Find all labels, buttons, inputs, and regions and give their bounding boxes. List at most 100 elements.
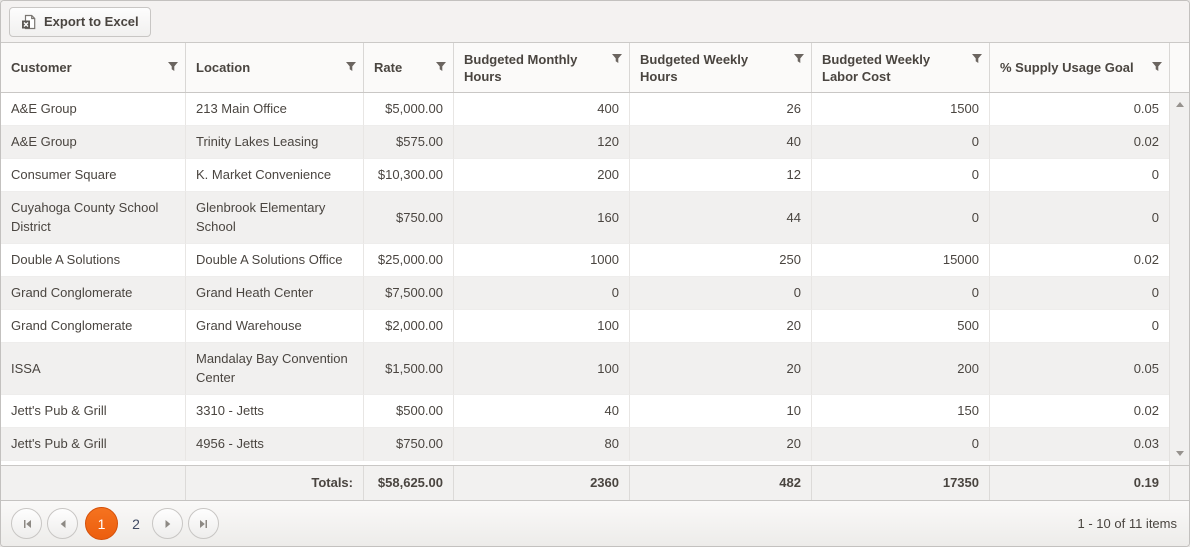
cell-monthly_hours: 0 bbox=[453, 277, 629, 310]
pager-page-2[interactable]: 2 bbox=[132, 515, 140, 532]
cell-supply_goal: 0 bbox=[989, 310, 1169, 343]
totals-supply-goal: 0.19 bbox=[989, 466, 1169, 500]
table-row[interactable]: Consumer Square K. Market Convenience $10,… bbox=[1, 159, 1169, 192]
table-row[interactable]: A&E Group Trinity Lakes Leasing $575.00 120… bbox=[1, 126, 1169, 159]
header-scrollbar-gutter bbox=[1169, 43, 1189, 92]
cell-supply_goal: 0.05 bbox=[989, 93, 1169, 126]
cell-customer: Grand Conglomerate bbox=[1, 277, 185, 310]
cell-weekly_hours: 26 bbox=[629, 93, 811, 126]
pager-page-1[interactable]: 1 bbox=[85, 507, 118, 540]
export-to-excel-button[interactable]: Export to Excel bbox=[9, 6, 151, 37]
grid-toolbar: Export to Excel bbox=[1, 1, 1189, 43]
table-row[interactable]: A&E Group 213 Main Office $5,000.00 400 26 15… bbox=[1, 93, 1169, 126]
cell-weekly_hours: 44 bbox=[629, 192, 811, 244]
data-table: A&E Group 213 Main Office $5,000.00 400 26 15… bbox=[1, 93, 1169, 461]
footer-scrollbar-gutter bbox=[1169, 466, 1189, 500]
column-title: Budgeted Weekly Labor Cost bbox=[822, 51, 931, 84]
cell-customer: Jett's Pub & Grill bbox=[1, 395, 185, 428]
cell-labor_cost: 0 bbox=[811, 192, 989, 244]
cell-rate: $750.00 bbox=[363, 428, 453, 461]
table-row[interactable]: Grand Conglomerate Grand Heath Center $7,5… bbox=[1, 277, 1169, 310]
totals-monthly-hours: 2360 bbox=[453, 466, 629, 500]
cell-rate: $25,000.00 bbox=[363, 244, 453, 277]
cell-customer: Double A Solutions bbox=[1, 244, 185, 277]
cell-labor_cost: 1500 bbox=[811, 93, 989, 126]
column-header-location[interactable]: Location bbox=[185, 43, 363, 92]
column-header-budgeted-weekly-hours[interactable]: Budgeted Weekly Hours bbox=[629, 43, 811, 92]
column-title: Customer bbox=[11, 60, 72, 75]
cell-customer: A&E Group bbox=[1, 126, 185, 159]
cell-location: K. Market Convenience bbox=[185, 159, 363, 192]
cell-weekly_hours: 250 bbox=[629, 244, 811, 277]
pager-next-button[interactable] bbox=[152, 508, 183, 539]
cell-rate: $1,500.00 bbox=[363, 343, 453, 395]
table-row[interactable]: Cuyahoga County School District Glenbrook… bbox=[1, 192, 1169, 244]
excel-file-icon bbox=[21, 14, 37, 30]
table-row[interactable]: Grand Conglomerate Grand Warehouse $2,000.… bbox=[1, 310, 1169, 343]
column-header-supply-usage-goal[interactable]: % Supply Usage Goal bbox=[989, 43, 1169, 92]
cell-weekly_hours: 20 bbox=[629, 343, 811, 395]
previous-page-icon bbox=[57, 518, 69, 530]
cell-labor_cost: 0 bbox=[811, 277, 989, 310]
first-page-icon bbox=[21, 518, 33, 530]
cell-monthly_hours: 1000 bbox=[453, 244, 629, 277]
pager: 1 2 1 - 10 of 11 items bbox=[1, 500, 1189, 546]
cell-supply_goal: 0.05 bbox=[989, 343, 1169, 395]
filter-icon[interactable] bbox=[971, 53, 983, 65]
cell-supply_goal: 0.02 bbox=[989, 126, 1169, 159]
column-title: Budgeted Weekly Hours bbox=[640, 51, 749, 84]
pager-first-button[interactable] bbox=[11, 508, 42, 539]
table-row[interactable]: ISSA Mandalay Bay Convention Center $1,500… bbox=[1, 343, 1169, 395]
filter-icon[interactable] bbox=[345, 61, 357, 73]
cell-weekly_hours: 20 bbox=[629, 310, 811, 343]
totals-labor-cost: 17350 bbox=[811, 466, 989, 500]
cell-location: Trinity Lakes Leasing bbox=[185, 126, 363, 159]
filter-icon[interactable] bbox=[611, 53, 623, 65]
totals-row: Totals: $58,625.00 2360 482 17350 0.19 bbox=[1, 465, 1189, 500]
scroll-down-icon[interactable] bbox=[1176, 451, 1184, 456]
table-row[interactable]: Jett's Pub & Grill 4956 - Jetts $750.00 80 2… bbox=[1, 428, 1169, 461]
cell-monthly_hours: 100 bbox=[453, 310, 629, 343]
cell-monthly_hours: 80 bbox=[453, 428, 629, 461]
cell-rate: $575.00 bbox=[363, 126, 453, 159]
totals-rate: $58,625.00 bbox=[363, 466, 453, 500]
cell-monthly_hours: 400 bbox=[453, 93, 629, 126]
cell-weekly_hours: 20 bbox=[629, 428, 811, 461]
cell-customer: Consumer Square bbox=[1, 159, 185, 192]
filter-icon[interactable] bbox=[793, 53, 805, 65]
vertical-scrollbar[interactable] bbox=[1169, 93, 1189, 465]
column-header-budgeted-weekly-labor-cost[interactable]: Budgeted Weekly Labor Cost bbox=[811, 43, 989, 92]
cell-rate: $7,500.00 bbox=[363, 277, 453, 310]
export-button-label: Export to Excel bbox=[44, 14, 139, 29]
pager-prev-button[interactable] bbox=[47, 508, 78, 539]
cell-location: 3310 - Jetts bbox=[185, 395, 363, 428]
cell-labor_cost: 150 bbox=[811, 395, 989, 428]
cell-monthly_hours: 40 bbox=[453, 395, 629, 428]
cell-labor_cost: 200 bbox=[811, 343, 989, 395]
column-header-rate[interactable]: Rate bbox=[363, 43, 453, 92]
cell-rate: $750.00 bbox=[363, 192, 453, 244]
column-header-budgeted-monthly-hours[interactable]: Budgeted Monthly Hours bbox=[453, 43, 629, 92]
cell-supply_goal: 0 bbox=[989, 159, 1169, 192]
table-row[interactable]: Jett's Pub & Grill 3310 - Jetts $500.00 40 1… bbox=[1, 395, 1169, 428]
cell-weekly_hours: 0 bbox=[629, 277, 811, 310]
column-header-customer[interactable]: Customer bbox=[1, 43, 185, 92]
column-title: Rate bbox=[374, 60, 403, 75]
cell-labor_cost: 15000 bbox=[811, 244, 989, 277]
cell-labor_cost: 0 bbox=[811, 159, 989, 192]
cell-rate: $500.00 bbox=[363, 395, 453, 428]
table-row[interactable]: Double A Solutions Double A Solutions Off… bbox=[1, 244, 1169, 277]
pager-last-button[interactable] bbox=[188, 508, 219, 539]
cell-monthly_hours: 120 bbox=[453, 126, 629, 159]
next-page-icon bbox=[162, 518, 174, 530]
filter-icon[interactable] bbox=[167, 61, 179, 73]
filter-icon[interactable] bbox=[1151, 61, 1163, 73]
filter-icon[interactable] bbox=[435, 61, 447, 73]
cell-weekly_hours: 12 bbox=[629, 159, 811, 192]
grid-header-row: Customer Location Rate bbox=[1, 43, 1189, 93]
scroll-up-icon[interactable] bbox=[1176, 102, 1184, 107]
cell-supply_goal: 0.02 bbox=[989, 244, 1169, 277]
cell-monthly_hours: 200 bbox=[453, 159, 629, 192]
cell-rate: $5,000.00 bbox=[363, 93, 453, 126]
cell-location: Mandalay Bay Convention Center bbox=[185, 343, 363, 395]
